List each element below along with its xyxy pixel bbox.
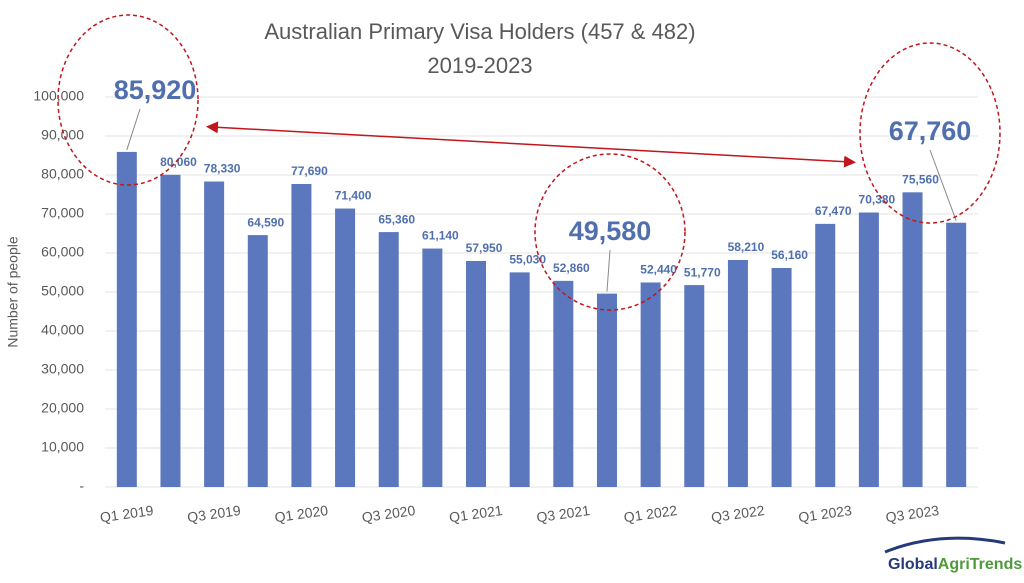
bar [160,174,181,488]
bar [422,248,443,487]
bar [204,181,225,487]
chart-subtitle: 2019-2023 [427,53,532,78]
highlight-circle [57,14,199,186]
logo-second: AgriTrends [938,556,1023,573]
y-tick-label: - [79,478,84,494]
bar [596,293,617,487]
bar [116,151,137,488]
value-label: 80,060 [160,155,197,169]
bar [291,184,312,487]
y-tick-label: 90,000 [41,127,84,143]
bar [946,222,967,487]
value-label: 58,210 [728,240,765,254]
x-tick-label: Q3 2021 [535,502,591,525]
arrow [206,121,856,168]
value-label: 64,590 [247,215,284,229]
x-tick-label: Q1 2019 [99,502,155,525]
value-label: 65,360 [378,212,415,226]
value-label-callout: 67,760 [889,116,972,146]
value-label-callout: 49,580 [569,216,652,246]
value-label: 71,400 [335,189,372,203]
x-tick-label: Q3 2023 [885,502,941,525]
chart-title: Australian Primary Visa Holders (457 & 4… [264,19,695,44]
x-tick-label: Q3 2022 [710,502,766,525]
logo-first: Global [888,556,938,573]
bar [378,232,399,487]
value-label: 57,950 [466,241,503,255]
x-tick-label: Q1 2023 [797,502,853,525]
leader-line [929,149,957,221]
x-tick-label: Q3 2019 [186,502,242,525]
value-label: 56,160 [771,248,808,262]
x-tick-label: Q1 2020 [274,502,330,525]
y-tick-label: 20,000 [41,400,84,416]
highlight-circle [859,42,1001,224]
bar [902,192,923,488]
value-label: 75,560 [902,172,939,186]
value-label: 52,860 [553,261,590,275]
value-label: 61,140 [422,229,459,243]
leader-line [606,249,611,292]
y-tick-label: 10,000 [41,439,84,455]
x-tick-label: Q3 2020 [361,502,417,525]
bar [684,285,705,487]
y-tick-label: 80,000 [41,166,84,182]
y-tick-label: 70,000 [41,205,84,221]
bar [509,272,530,487]
y-tick-label: 60,000 [41,244,84,260]
y-tick-label: 30,000 [41,361,84,377]
y-tick-label: 40,000 [41,322,84,338]
value-label: 67,470 [815,204,852,218]
value-label: 70,380 [859,193,896,207]
x-tick-label: Q1 2022 [623,502,679,525]
bar [815,223,836,487]
x-tick-label: Q1 2021 [448,502,504,525]
y-axis-label: Number of people [5,236,21,348]
logo: GlobalAgriTrends [888,556,1022,573]
bar [466,260,487,487]
logo-swoosh [884,536,1006,554]
bar [247,235,268,487]
bar [640,282,661,487]
bar [771,267,792,487]
value-label: 51,770 [684,265,721,279]
value-label: 52,440 [640,263,677,277]
bar [335,208,356,488]
value-label: 77,690 [291,164,328,178]
value-label-callout: 85,920 [114,75,197,105]
leader-line [126,108,141,151]
bar [553,280,574,487]
value-label: 55,030 [509,253,546,267]
bar [858,212,879,487]
bar [727,259,748,487]
y-tick-label: 50,000 [41,283,84,299]
value-label: 78,330 [204,162,241,176]
